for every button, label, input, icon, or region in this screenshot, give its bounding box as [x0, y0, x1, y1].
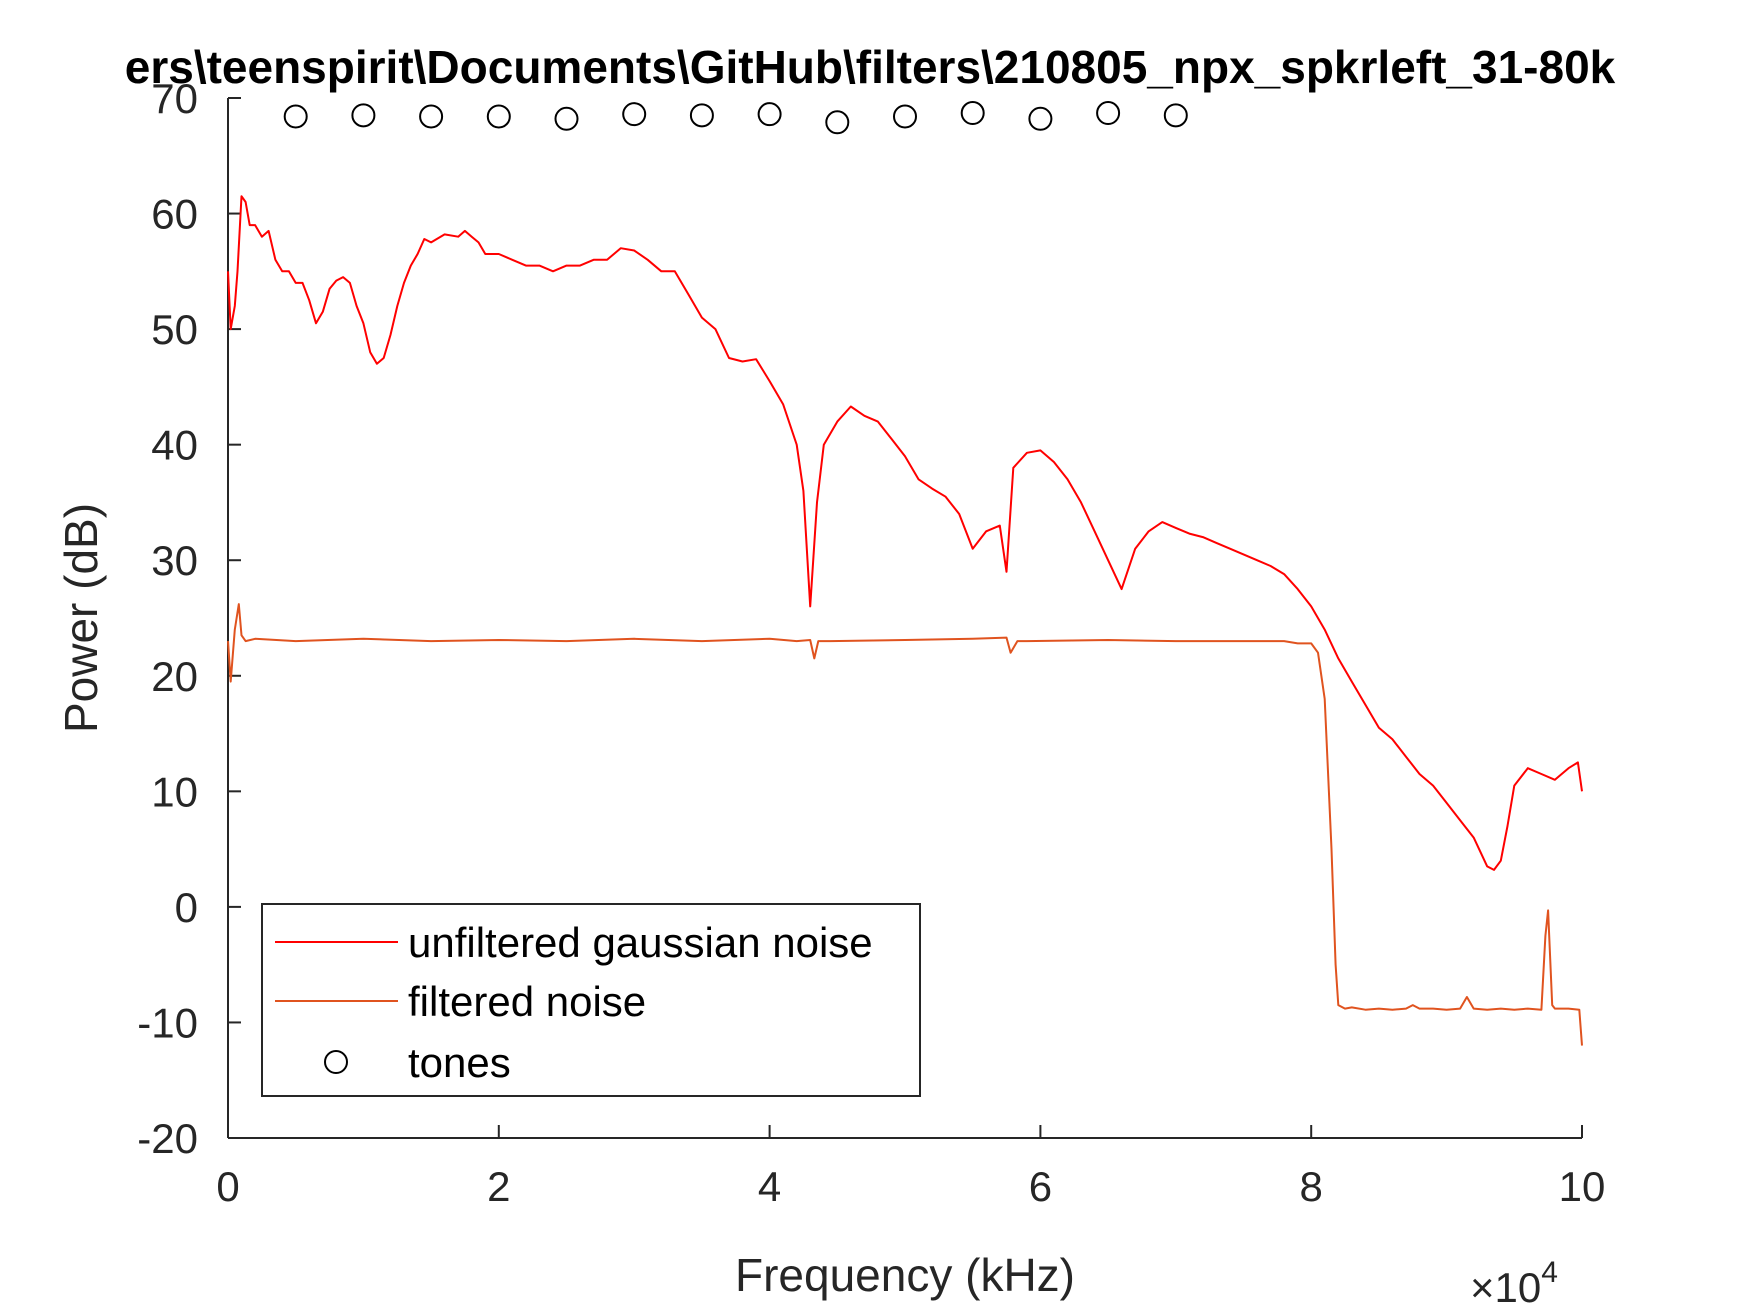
y-tick-label: 20 — [151, 653, 198, 700]
y-tick-label: -20 — [137, 1115, 198, 1162]
tone-marker — [825, 110, 850, 135]
tone-marker — [757, 102, 782, 127]
series-layer — [227, 101, 1583, 1046]
x-tick-label: 0 — [216, 1163, 239, 1210]
tone-marker — [486, 104, 511, 129]
y-tick-label: 0 — [175, 884, 198, 931]
series-line-0 — [227, 195, 1583, 871]
tone-marker — [419, 104, 444, 129]
tone-marker — [622, 102, 647, 127]
tone-marker — [893, 104, 917, 129]
x-axis-label: Frequency (kHz) — [735, 1249, 1075, 1301]
x-tick-label: 6 — [1029, 1163, 1052, 1210]
series-line-1 — [227, 603, 1583, 1046]
x-exponent-power: 4 — [1541, 1256, 1558, 1289]
tone-marker — [1028, 106, 1053, 131]
y-axis-label: Power (dB) — [55, 503, 107, 733]
x-exponent-base: ×10 — [1470, 1264, 1541, 1311]
y-tick-label: 70 — [151, 75, 198, 122]
legend: unfiltered gaussian noise filtered noise… — [261, 903, 921, 1097]
chart-title: ers\teenspirit\Documents\GitHub\filters\… — [125, 41, 1616, 93]
legend-swatch-tones — [324, 1050, 348, 1074]
y-tick-label: 50 — [151, 306, 198, 353]
legend-label-filtered: filtered noise — [408, 978, 646, 1025]
y-tick-label: 10 — [151, 768, 198, 815]
tone-marker — [554, 106, 579, 131]
x-tick-label: 4 — [758, 1163, 781, 1210]
x-tick-label: 8 — [1300, 1163, 1323, 1210]
tone-marker — [960, 101, 985, 126]
y-tick-label: 30 — [151, 537, 198, 584]
tone-marker — [283, 104, 308, 129]
y-tick-label: -10 — [137, 999, 198, 1046]
tone-marker — [689, 103, 714, 128]
y-tick-label: 40 — [151, 422, 198, 469]
x-exponent: ×104 — [1470, 1256, 1558, 1311]
x-tick-label: 10 — [1559, 1163, 1606, 1210]
tone-marker — [1163, 103, 1188, 128]
tone-marker — [1096, 101, 1121, 126]
y-tick-label: 60 — [151, 191, 198, 238]
y-ticks: -20 -10 0 10 20 30 40 50 60 70 — [137, 75, 241, 1162]
legend-label-unfiltered: unfiltered gaussian noise — [408, 919, 873, 966]
legend-label-tones: tones — [408, 1039, 511, 1086]
tone-marker — [351, 103, 376, 128]
x-ticks: 0 2 4 6 8 10 — [216, 1125, 1605, 1210]
x-tick-label: 2 — [487, 1163, 510, 1210]
